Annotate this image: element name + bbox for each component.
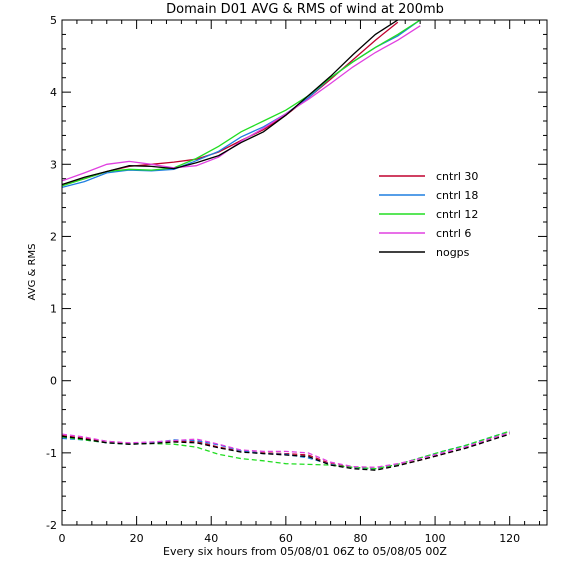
y-tick-label: 5	[50, 14, 57, 27]
y-tick-label: 4	[50, 86, 57, 99]
plot-frame	[61, 19, 548, 526]
series-rms-line-cntrl-6	[62, 432, 510, 468]
x-tick-label: 80	[353, 532, 367, 545]
y-tick-label: 1	[50, 303, 57, 316]
series-lines	[62, 20, 510, 471]
legend-label: cntrl 30	[436, 170, 478, 183]
y-tick-label: 0	[50, 375, 57, 388]
series-avg-line-cntrl-12	[62, 20, 421, 187]
y-tick-label: -1	[46, 447, 57, 460]
series-avg-line-cntrl-30	[62, 21, 399, 186]
x-tick-label: 60	[279, 532, 293, 545]
y-axis-label: AVG & RMS	[27, 244, 38, 301]
x-tick-label: 100	[425, 532, 446, 545]
series-avg-line-cntrl-18	[62, 20, 421, 189]
y-tick-label: 3	[50, 158, 57, 171]
legend: cntrl 30 cntrl 18 cntrl 12 cntrl 6 nogps	[379, 170, 478, 259]
x-tick-label: 40	[204, 532, 218, 545]
legend-label: cntrl 12	[436, 208, 478, 221]
x-axis-label: Every six hours from 05/08/01 06Z to 05/…	[163, 545, 447, 558]
series-rms-line-cntrl-12	[62, 430, 510, 470]
series-avg-line-nogps	[62, 20, 399, 186]
y-tick-label: 2	[50, 230, 57, 243]
legend-label: nogps	[436, 246, 470, 259]
series-rms-line-nogps	[62, 433, 510, 471]
x-tick-label: 20	[130, 532, 144, 545]
x-tick-label: 0	[59, 532, 66, 545]
x-axis-ticks: 0 20 40 60 80 100 120	[59, 20, 541, 545]
y-tick-label: -2	[46, 519, 57, 532]
legend-label: cntrl 18	[436, 189, 478, 202]
chart-title: Domain D01 AVG & RMS of wind at 200mb	[166, 2, 444, 17]
x-tick-label: 120	[499, 532, 520, 545]
series-avg-line-cntrl-6	[62, 25, 421, 182]
legend-label: cntrl 6	[436, 227, 471, 240]
